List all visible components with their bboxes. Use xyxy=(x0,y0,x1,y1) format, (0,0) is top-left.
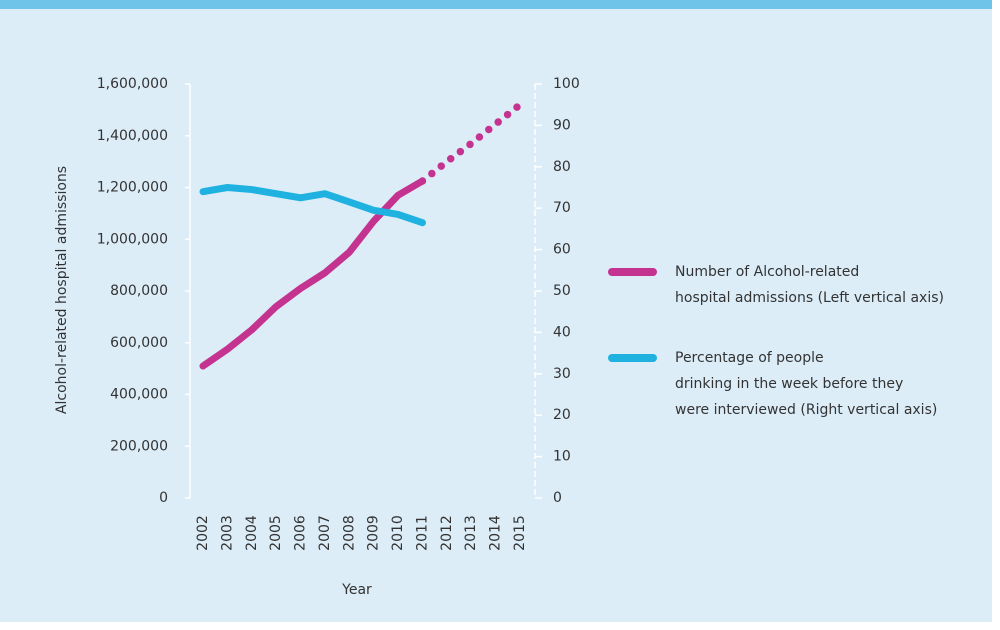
x-tick-label: 2005 xyxy=(268,515,284,551)
x-tick-label: 2006 xyxy=(293,515,309,551)
x-tick-label: 2014 xyxy=(488,515,504,551)
y2-tick-label: 30 xyxy=(553,366,571,382)
y-tick-label: 200,000 xyxy=(110,438,168,454)
projected-line xyxy=(418,100,524,185)
x-tick-label: 2015 xyxy=(512,515,528,551)
y-tick-label: 1,400,000 xyxy=(97,128,168,144)
y2-tick-label: 50 xyxy=(553,283,571,299)
top-strip xyxy=(0,0,992,9)
y-tick-label: 1,200,000 xyxy=(97,180,168,196)
x-tick-label: 2011 xyxy=(414,515,430,551)
panel xyxy=(0,0,992,622)
y2-tick-label: 0 xyxy=(553,490,562,506)
x-tick-label: 2012 xyxy=(439,515,455,551)
y2-tick-label: 60 xyxy=(553,242,571,258)
y-tick-label: 0 xyxy=(159,490,168,506)
y2-tick-label: 10 xyxy=(553,449,571,465)
line xyxy=(199,184,426,227)
y2-tick-label: 100 xyxy=(553,76,580,92)
y2-tick-label: 20 xyxy=(553,407,571,423)
y-tick-label: 1,600,000 xyxy=(97,76,168,92)
x-tick-label: 2008 xyxy=(341,515,357,551)
y-tick-label: 600,000 xyxy=(110,335,168,351)
x-tick-label: 2007 xyxy=(317,515,333,551)
y-tick-label: 1,000,000 xyxy=(97,231,168,247)
legend-label: Percentage of people drinking in the wee… xyxy=(675,350,938,418)
x-tick-label: 2010 xyxy=(390,515,406,551)
y2-tick-label: 80 xyxy=(553,159,571,175)
x-tick-label: 2009 xyxy=(366,515,382,551)
x-tick-label: 2002 xyxy=(195,515,211,551)
x-tick-label: 2004 xyxy=(244,515,260,551)
y-axis-label: Alcohol-related hospital admissions xyxy=(54,166,70,414)
y2-tick-label: 90 xyxy=(553,117,571,133)
x-tick-label: 2013 xyxy=(463,515,479,551)
line xyxy=(199,177,426,370)
y-tick-label: 400,000 xyxy=(110,387,168,403)
x-axis-label: Year xyxy=(341,582,372,598)
y2-tick-label: 70 xyxy=(553,200,571,216)
y-tick-label: 800,000 xyxy=(110,283,168,299)
x-tick-label: 2003 xyxy=(219,515,235,551)
legend-label: Number of Alcohol-related hospital admis… xyxy=(675,264,944,306)
y2-tick-label: 40 xyxy=(553,324,571,340)
